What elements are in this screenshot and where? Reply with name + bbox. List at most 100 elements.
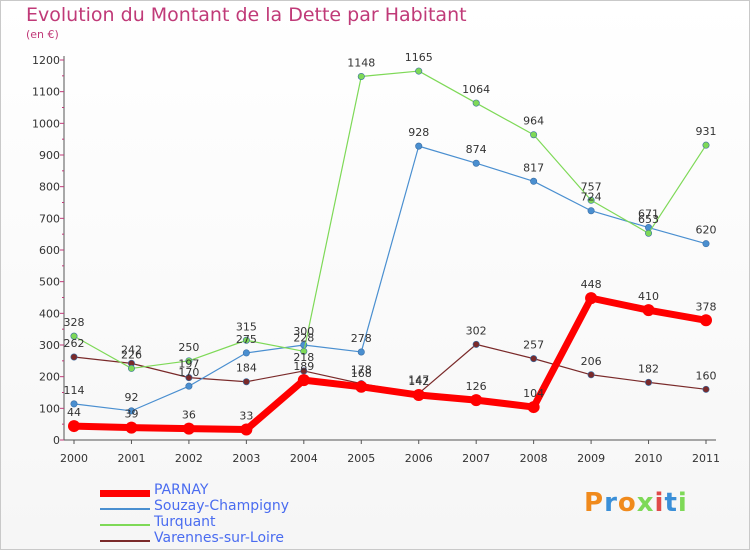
data-point-parnay [700,314,712,327]
data-label-souzay-champigny: 170 [178,366,199,379]
data-point-parnay [240,423,253,436]
legend-item-turquant: Turquant [100,514,340,534]
series-line-turquant [73,70,707,370]
data-label-turquant: 653 [638,213,659,226]
data-label-turquant: 315 [236,320,257,333]
y-tick-label: 100 [39,402,60,415]
data-point-varennes-sur-loire [185,374,193,382]
data-point-souzay-champigny [70,400,78,408]
data-label-parnay: 39 [124,408,138,421]
data-point-parnay [355,380,368,393]
data-point-souzay-champigny [357,348,365,356]
logo-letter: r [604,488,618,518]
data-label-varennes-sur-loire: 302 [466,324,487,337]
data-label-souzay-champigny: 724 [581,191,602,204]
data-label-turquant: 250 [178,341,199,354]
data-label-varennes-sur-loire: 242 [121,343,142,356]
x-tick-label: 2004 [290,452,318,465]
x-tick-label: 2005 [347,452,375,465]
y-tick-label: 1200 [32,54,60,67]
logo-letter: P [584,488,605,518]
chart-subtitle: (en €) [26,28,59,41]
data-label-varennes-sur-loire: 206 [581,355,602,368]
data-label-parnay: 168 [351,367,372,380]
data-label-souzay-champigny: 275 [236,333,257,346]
x-tick-label: 2001 [117,452,145,465]
data-label-varennes-sur-loire: 184 [236,362,257,375]
data-point-turquant [530,131,538,139]
data-point-parnay [527,401,540,414]
legend-swatch-parnay [100,490,150,497]
data-point-varennes-sur-loire [645,378,653,386]
logo-letter: i [654,488,665,518]
data-label-varennes-sur-loire: 262 [64,337,85,350]
data-label-souzay-champigny: 300 [293,325,314,338]
y-tick-label: 500 [39,276,60,289]
legend-swatch-turquant [100,524,150,526]
data-point-souzay-champigny [472,159,480,167]
data-point-parnay [412,389,425,402]
data-label-varennes-sur-loire: 257 [523,339,544,352]
data-point-turquant [127,364,135,372]
data-label-turquant: 964 [523,115,544,128]
data-point-turquant [357,72,365,80]
x-tick-label: 2006 [405,452,433,465]
x-tick-label: 2008 [520,452,548,465]
data-label-varennes-sur-loire: 182 [638,362,659,375]
data-point-parnay [642,304,655,317]
data-point-turquant [70,332,78,340]
logo-letter: i [677,488,688,518]
data-point-souzay-champigny [185,382,193,390]
x-tick-label: 2002 [175,452,203,465]
legend-label-turquant: Turquant [154,514,216,530]
data-label-turquant: 1148 [347,56,375,69]
data-point-turquant [185,357,193,365]
legend-label-varennes-sur-loire: Varennes-sur-Loire [154,530,284,546]
data-label-varennes-sur-loire: 147 [408,373,429,386]
data-point-parnay [125,421,138,434]
legend-item-parnay: PARNAY [100,482,340,502]
data-label-varennes-sur-loire: 218 [293,351,314,364]
x-tick-label: 2000 [60,452,88,465]
data-label-souzay-champigny: 114 [64,384,85,397]
data-point-parnay [585,292,598,305]
y-tick-label: 1000 [32,117,60,130]
legend-item-varennes-sur-loire: Varennes-sur-Loire [100,530,340,550]
logo-letter: o [617,488,637,518]
data-label-parnay: 33 [239,410,253,423]
proxiti-logo: Proxiti [584,488,688,518]
data-label-souzay-champigny: 92 [124,391,138,404]
y-tick-label: 700 [39,212,60,225]
y-tick-label: 1100 [32,86,60,99]
data-point-parnay [470,394,483,407]
data-label-varennes-sur-loire: 178 [351,364,372,377]
x-tick-label: 2010 [635,452,663,465]
data-point-varennes-sur-loire [702,385,710,393]
data-label-souzay-champigny: 278 [351,332,372,345]
y-tick-label: 0 [53,434,60,447]
data-point-souzay-champigny [127,407,135,415]
series-line-varennes-sur-loire [73,343,707,395]
y-tick-label: 200 [39,371,60,384]
data-label-parnay: 378 [696,300,717,313]
logo-letter: x [636,488,655,518]
data-label-turquant: 328 [64,316,85,329]
x-tick-label: 2003 [232,452,260,465]
data-label-parnay: 104 [523,387,544,400]
x-tick-label: 2007 [462,452,490,465]
data-point-souzay-champigny [587,207,595,215]
data-point-souzay-champigny [242,349,250,357]
data-point-parnay [68,420,80,433]
data-label-parnay: 410 [638,290,659,303]
data-point-turquant [242,336,250,344]
data-point-parnay [182,422,195,435]
data-label-parnay: 126 [466,380,487,393]
data-point-varennes-sur-loire [472,340,480,348]
y-tick-label: 600 [39,244,60,257]
legend-item-souzay-champigny: Souzay-Champigny [100,498,340,518]
data-label-turquant: 1064 [462,83,490,96]
data-point-varennes-sur-loire [70,353,78,361]
series-line-souzay-champigny [73,145,707,412]
y-tick-label: 400 [39,307,60,320]
